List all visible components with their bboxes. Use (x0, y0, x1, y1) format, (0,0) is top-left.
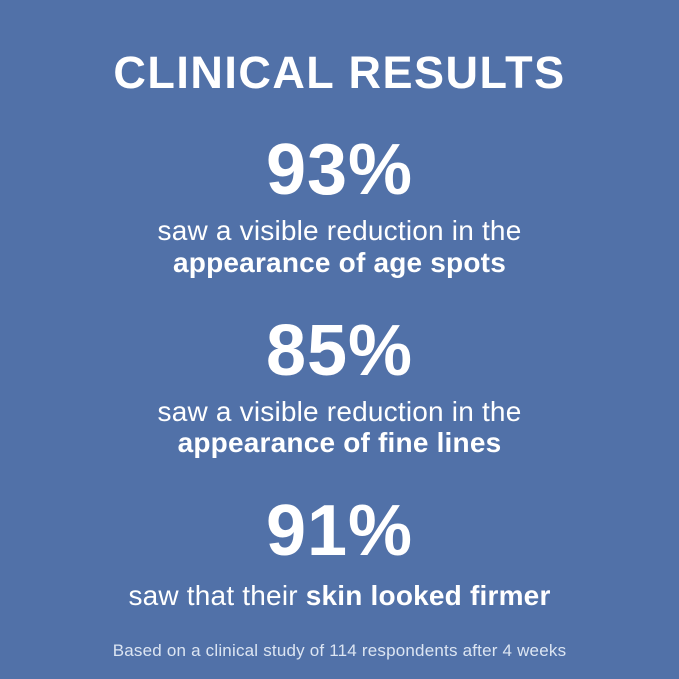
page-title: CLINICAL RESULTS (113, 47, 566, 98)
stat-age-spots-description: saw a visible reduction in the appearanc… (0, 215, 679, 278)
stat-firmer-skin-value: 91% (265, 490, 414, 571)
stat-age-spots-value: 93% (265, 130, 414, 211)
stat-fine-lines: 85% saw a visible reduction in the appea… (0, 315, 679, 459)
stat-fine-lines-description-bold: appearance of fine lines (177, 427, 502, 459)
stat-firmer-skin-description-regular: saw that their (128, 579, 298, 611)
stat-firmer-skin-description-bold: skin looked firmer (305, 579, 551, 611)
stat-firmer-skin-description: saw that their skin looked firmer (0, 580, 679, 612)
stat-fine-lines-description-regular: saw a visible reduction in the (157, 395, 522, 427)
stat-fine-lines-value: 85% (265, 310, 414, 391)
stat-age-spots-description-bold: appearance of age spots (173, 246, 506, 278)
stat-firmer-skin: 91% saw that their skin looked firmer (0, 495, 679, 612)
stat-age-spots-description-regular: saw a visible reduction in the (157, 215, 522, 247)
study-footnote: Based on a clinical study of 114 respond… (112, 641, 567, 661)
stat-fine-lines-description: saw a visible reduction in the appearanc… (0, 396, 679, 459)
stat-age-spots: 93% saw a visible reduction in the appea… (0, 134, 679, 278)
